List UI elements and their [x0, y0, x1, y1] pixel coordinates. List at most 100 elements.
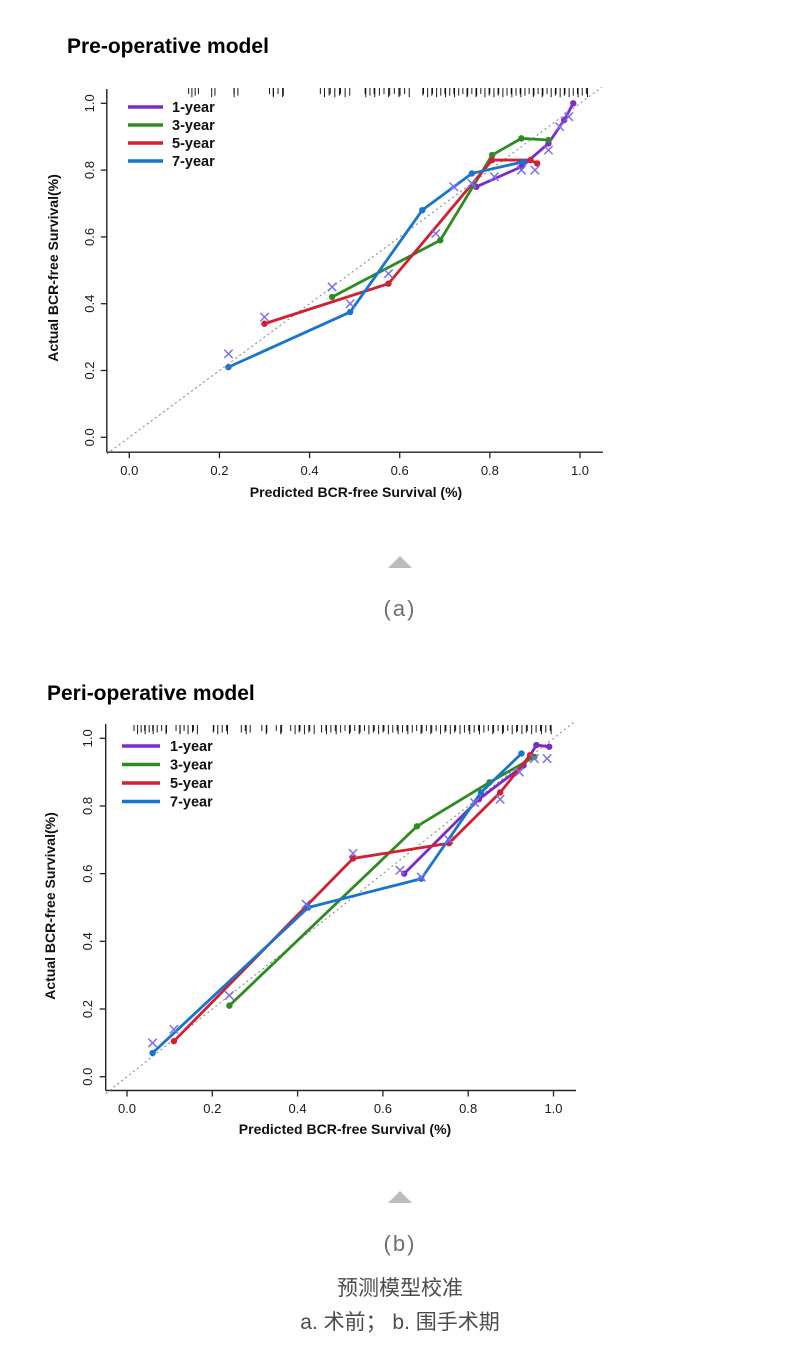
series-3-year	[226, 753, 538, 1009]
figure-a-label: (a)	[383, 596, 417, 621]
x-axis-label: Predicted BCR-free Survival (%)	[250, 484, 462, 500]
caption-line-1: 预测模型校准	[337, 1277, 463, 1300]
x-mark	[383, 268, 394, 279]
data-point	[349, 855, 357, 862]
x-mark	[529, 753, 540, 764]
x-mark	[224, 990, 235, 1001]
legend-label-3-year: 3-year	[172, 118, 215, 134]
series-7-year	[149, 750, 525, 1057]
x-mark	[514, 767, 525, 777]
x-tick-label: 0.2	[203, 1101, 221, 1116]
data-point	[468, 170, 476, 177]
legend-label-1-year: 1-year	[172, 100, 215, 116]
data-point	[437, 237, 444, 244]
x-mark	[564, 111, 574, 122]
triangle-up-icon	[388, 556, 412, 568]
data-point	[520, 158, 527, 165]
series-1-year	[473, 100, 577, 190]
x-tick-label: 0.4	[289, 1101, 307, 1116]
peri-operative-calibration-chart: 0.0 0.2 0.4 0.6 0.8 1.0 0.0 0.2 0.4 0.6 0.8 1.0 Peri…	[42, 682, 576, 1137]
x-mark	[327, 282, 337, 292]
y-tick-label: 0.0	[82, 428, 97, 446]
data-point	[170, 1037, 178, 1045]
x-tick-label: 0.8	[481, 463, 499, 478]
x-mark	[542, 753, 552, 764]
y-tick-label: 0.8	[82, 161, 97, 179]
data-point	[261, 320, 268, 327]
y-tick-label: 0.6	[80, 865, 95, 883]
series-5-year	[170, 752, 534, 1045]
y-tick-label: 0.2	[82, 361, 97, 379]
x-mark	[301, 899, 311, 909]
y-axis-label: Actual BCR-free Survival(%)	[42, 812, 58, 1000]
bias-corrected-marks	[223, 111, 574, 359]
x-tick-label: 1.0	[571, 463, 589, 478]
x-mark	[516, 165, 527, 175]
data-point	[518, 135, 525, 142]
bias-corrected-marks	[147, 753, 552, 1048]
data-point	[527, 156, 534, 164]
series-line-1-year	[402, 743, 551, 876]
y-tick-label: 0.2	[80, 1000, 95, 1018]
x-tick-label: 0.2	[210, 463, 228, 478]
data-point	[328, 293, 336, 301]
x-tick-label: 0.6	[374, 1101, 392, 1116]
legend: 1-year 3-year 5-year 7-year	[128, 100, 215, 170]
x-mark	[395, 865, 405, 876]
x-tick-label: 0.4	[301, 463, 319, 478]
data-point	[305, 904, 312, 911]
x-mark	[495, 794, 505, 804]
data-point	[561, 116, 568, 124]
chart-title: Pre-operative model	[67, 35, 269, 58]
x-mark	[489, 172, 500, 182]
data-point	[545, 136, 552, 144]
x-mark	[348, 848, 358, 859]
data-point	[226, 1002, 233, 1009]
data-point	[225, 363, 232, 371]
y-tick-label: 0.4	[80, 932, 95, 950]
figure-b-label: (b)	[383, 1231, 417, 1256]
legend: 1-year 3-year 5-year 7-year	[122, 739, 213, 811]
legend-label-3-year: 3-year	[170, 758, 213, 774]
series-5-year	[261, 156, 541, 327]
data-point	[533, 160, 541, 167]
data-point	[488, 151, 496, 159]
x-mark	[467, 178, 477, 189]
data-point	[570, 100, 577, 107]
x-mark	[444, 835, 454, 845]
legend-label-7-year: 7-year	[172, 154, 215, 170]
data-point	[346, 308, 354, 316]
x-mark	[169, 1024, 179, 1035]
x-mark	[416, 872, 427, 882]
legend-label-1-year: 1-year	[170, 739, 213, 755]
y-tick-label: 0.6	[82, 228, 97, 246]
x-tick-label: 0.8	[459, 1101, 477, 1116]
data-point	[149, 1049, 156, 1057]
x-mark	[530, 165, 540, 175]
figure-b-caption: (b)	[0, 1191, 800, 1257]
triangle-up-icon	[388, 1191, 412, 1203]
data-point	[418, 875, 425, 882]
x-tick-label: 1.0	[544, 1101, 562, 1116]
series-line-3-year	[227, 755, 536, 1008]
y-tick-label: 0.0	[80, 1068, 95, 1086]
data-point	[546, 743, 553, 750]
y-tick-label: 0.4	[82, 295, 97, 313]
data-point	[385, 280, 392, 287]
series-7-year	[225, 158, 527, 371]
y-tick-label: 1.0	[80, 729, 95, 747]
x-mark	[223, 349, 234, 359]
chart-title: Peri-operative model	[47, 682, 255, 705]
figure-a-caption: (a)	[0, 556, 800, 622]
data-point	[477, 789, 485, 796]
x-mark	[345, 298, 355, 309]
rug-plot	[188, 88, 589, 98]
legend-label-5-year: 5-year	[172, 136, 215, 152]
y-tick-label: 1.0	[82, 94, 97, 112]
legend-label-5-year: 5-year	[170, 776, 213, 792]
legend-label-7-year: 7-year	[170, 795, 213, 811]
data-point	[413, 823, 421, 830]
x-mark	[431, 228, 441, 239]
x-mark	[259, 312, 270, 322]
